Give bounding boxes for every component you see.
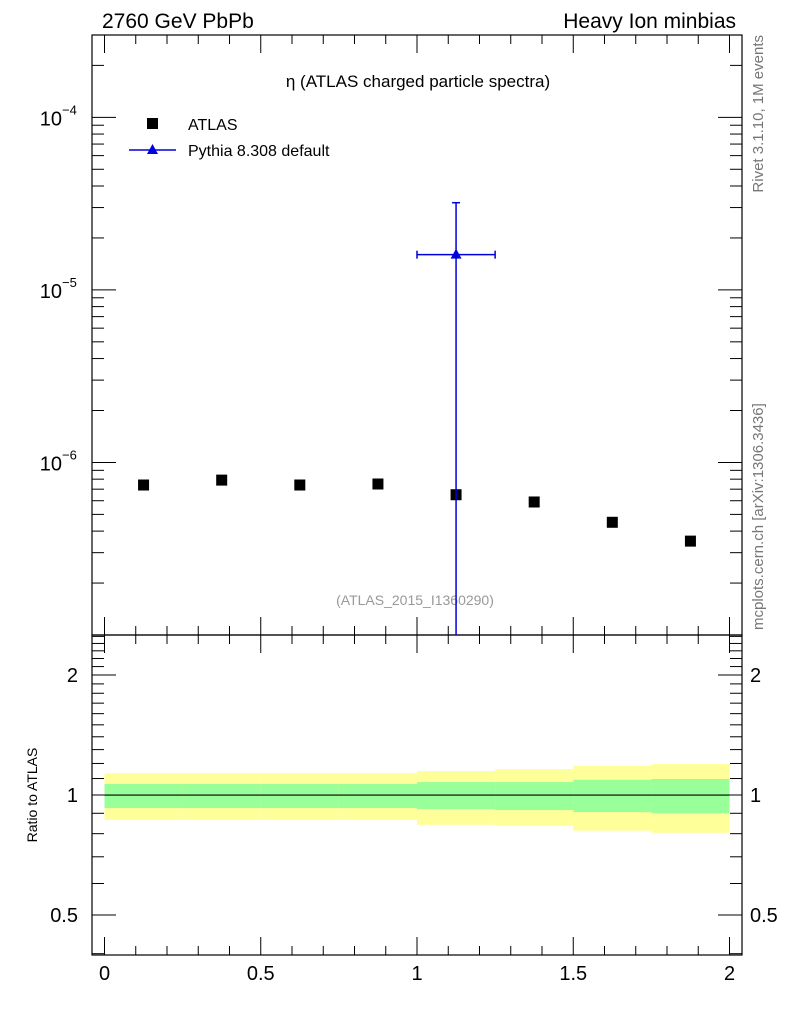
legend-atlas-marker bbox=[147, 118, 158, 129]
legend-atlas-label: ATLAS bbox=[188, 117, 238, 134]
y-tick-exponent: −5 bbox=[62, 275, 77, 290]
rivet-label: Rivet 3.1.10, 1M events bbox=[750, 35, 767, 193]
y-tick-exponent: −4 bbox=[62, 102, 77, 117]
stat-band-bin bbox=[651, 779, 730, 814]
stat-band-bin bbox=[182, 783, 261, 808]
y-tick-exponent: −6 bbox=[62, 447, 77, 462]
atlas-data-point bbox=[138, 479, 150, 491]
pythia-data-point bbox=[450, 248, 462, 259]
x-tick-label: 0.5 bbox=[247, 963, 275, 985]
legend: ATLAS Pythia 8.308 default bbox=[129, 117, 330, 160]
x-tick-label: 1 bbox=[411, 963, 422, 985]
header-right: Heavy Ion minbias bbox=[563, 10, 736, 33]
ratio-y-tick-label-right: 2 bbox=[750, 665, 761, 687]
stat-band-bin bbox=[338, 783, 417, 808]
atlas-data-point bbox=[372, 478, 384, 490]
atlas-data-point bbox=[216, 474, 228, 486]
x-tick-label: 2 bbox=[724, 963, 735, 985]
y-tick-label: 10 bbox=[40, 281, 62, 303]
watermark: (ATLAS_2015_I1360290) bbox=[336, 592, 494, 608]
mcplots-label: mcplots.cern.ch [arXiv:1306.3436] bbox=[750, 403, 767, 630]
ratio-y-tick-label-right: 0.5 bbox=[750, 905, 778, 927]
y-tick-label: 10 bbox=[40, 108, 62, 130]
atlas-data-point bbox=[528, 496, 540, 508]
plot-title: η (ATLAS charged particle spectra) bbox=[286, 72, 550, 91]
atlas-data-point bbox=[684, 535, 696, 547]
legend-pythia-label: Pythia 8.308 default bbox=[188, 143, 330, 160]
header-left: 2760 GeV PbPb bbox=[102, 10, 254, 33]
x-tick-label: 1.5 bbox=[559, 963, 587, 985]
ratio-y-tick-label: 0.5 bbox=[50, 905, 78, 927]
ratio-y-tick-label-right: 1 bbox=[750, 785, 761, 807]
y-tick-label: 10 bbox=[40, 453, 62, 475]
ratio-ylabel: Ratio to ATLAS bbox=[24, 748, 40, 843]
atlas-data-point bbox=[606, 516, 618, 528]
ratio-y-tick-label: 2 bbox=[67, 665, 78, 687]
x-tick-label: 0 bbox=[99, 963, 110, 985]
stat-band-bin bbox=[104, 783, 183, 808]
atlas-data-point bbox=[294, 479, 306, 491]
legend-pythia-marker bbox=[147, 144, 158, 154]
stat-band-bin bbox=[260, 783, 339, 808]
stat-band-bin bbox=[495, 782, 574, 811]
ratio-y-tick-label: 1 bbox=[67, 785, 78, 807]
stat-band-bin bbox=[573, 779, 652, 813]
